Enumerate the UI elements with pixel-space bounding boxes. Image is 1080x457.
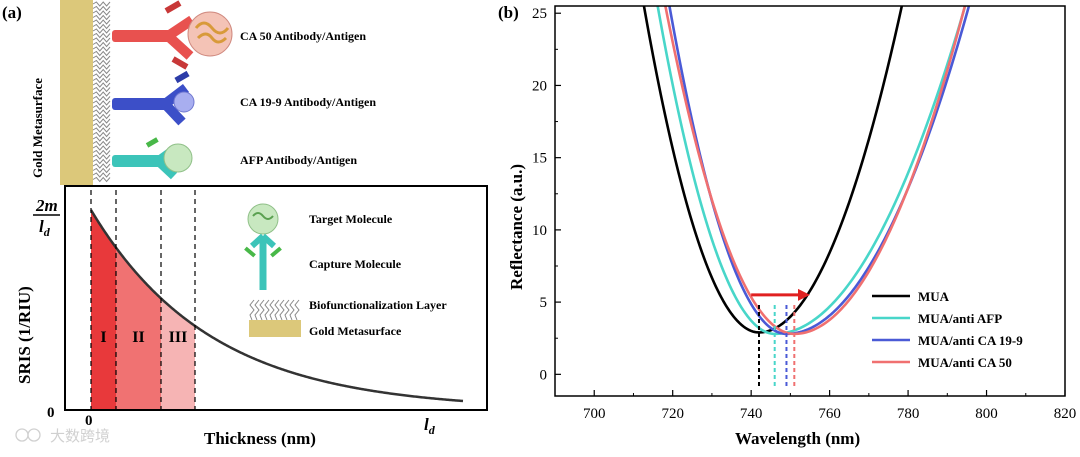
x-tick-label-2: 740 [740,406,763,422]
biofunctionalization-brush [92,1,111,183]
sris-region-boundaries [90,190,196,410]
shift-arrow-head [798,288,810,301]
ca199-label: CA 19-9 Antibody/Antigen [240,95,376,109]
reflectance-legend: MUA MUA/anti AFP MUA/anti CA 19-9 MUA/anti … [872,289,1023,370]
x-tick-label-3: 760 [818,406,841,422]
legend-label-2: MUA/anti CA 19-9 [918,333,1023,348]
series-line-1 [656,6,967,336]
legend-label-3: MUA/anti CA 50 [918,355,1012,370]
mini-brush [249,299,300,321]
series-line-0 [642,6,904,334]
y-tick-label-5: 25 [532,6,547,22]
sris-decay-curve [89,209,464,403]
sris-region-iii [161,298,195,410]
svg-text:ld: ld [39,217,51,239]
reflectance-plot-frame [554,5,1066,397]
sris-region-i [91,210,116,410]
sris-legend-illustration [244,203,301,337]
x-tick-label-4: 780 [897,406,920,422]
panel-a: (a) Gold Metasurface CA 50 Antibody/Anti… [2,0,376,185]
ca50-label: CA 50 Antibody/Antigen [240,29,366,43]
panel-b: (b) 700 720 740 760 780 800 820 0 5 10 15 20 25 Wav… [498,3,1076,448]
x-tick-label-1: 720 [661,406,684,422]
ca199-antibody-illustration [112,70,195,126]
x-tick-label-6: 820 [1054,406,1077,422]
sris-region-label-i: I [100,329,106,346]
sris-y-zero-tick: 0 [47,405,55,421]
legend-gold-metasurface: Gold Metasurface [309,324,402,338]
series-line-3 [664,6,967,336]
sris-x-axis-label: Thickness (nm) [204,429,316,448]
series-line-2 [668,6,971,336]
panel-b-label: (b) [498,3,519,22]
sris-x-end-tick: ld [424,415,436,437]
sris-x-zero-tick: 0 [85,413,93,429]
y-tick-label-1: 5 [540,295,548,311]
afp-label: AFP Antibody/Antigen [240,153,357,167]
legend-label-0: MUA [918,289,950,304]
sris-region-label-ii: II [132,329,144,346]
watermark: 大数跨境 [15,427,110,445]
legend-biofunctionalization-layer: Biofunctionalization Layer [309,298,447,312]
sris-y-top-tick: 2m ld [33,196,60,239]
panel-a-sris-chart: I II III 2m ld 0 0 ld SRIS (1/RIU) Thickne… [15,185,488,448]
x-tick-label-5: 800 [975,406,998,422]
svg-text:大数跨境: 大数跨境 [50,427,110,445]
sris-regions: I II III [91,210,195,410]
legend-capture-molecule: Capture Molecule [309,257,402,271]
legend-label-1: MUA/anti AFP [918,311,1002,326]
y-axis-ticks: 0 5 10 15 20 25 [532,6,561,383]
x-tick-label-0: 700 [583,406,606,422]
gold-metasurface-slab [60,0,93,185]
reflectance-x-axis-label: Wavelength (nm) [735,429,860,448]
sris-plot-frame [64,185,488,411]
panel-a-label: (a) [2,3,22,22]
y-tick-label-2: 10 [532,223,547,239]
svg-text:2m: 2m [35,196,58,215]
reflectance-y-axis-label: Reflectance (a.u.) [507,164,526,290]
y-tick-label-4: 20 [532,78,547,94]
legend-target-molecule: Target Molecule [309,212,393,226]
sris-region-label-iii: III [169,329,188,346]
x-axis-ticks: 700 720 740 760 780 800 820 [583,390,1076,422]
y-tick-label-3: 15 [532,151,547,167]
ca50-antibody-illustration [112,0,233,70]
reflectance-curves [642,6,971,336]
metasurface-label: Gold Metasurface [30,78,45,178]
shift-arrow [751,288,810,301]
y-tick-label-0: 0 [540,367,548,383]
sris-y-axis-label: SRIS (1/RIU) [15,286,34,384]
afp-antibody-illustration [112,137,193,180]
